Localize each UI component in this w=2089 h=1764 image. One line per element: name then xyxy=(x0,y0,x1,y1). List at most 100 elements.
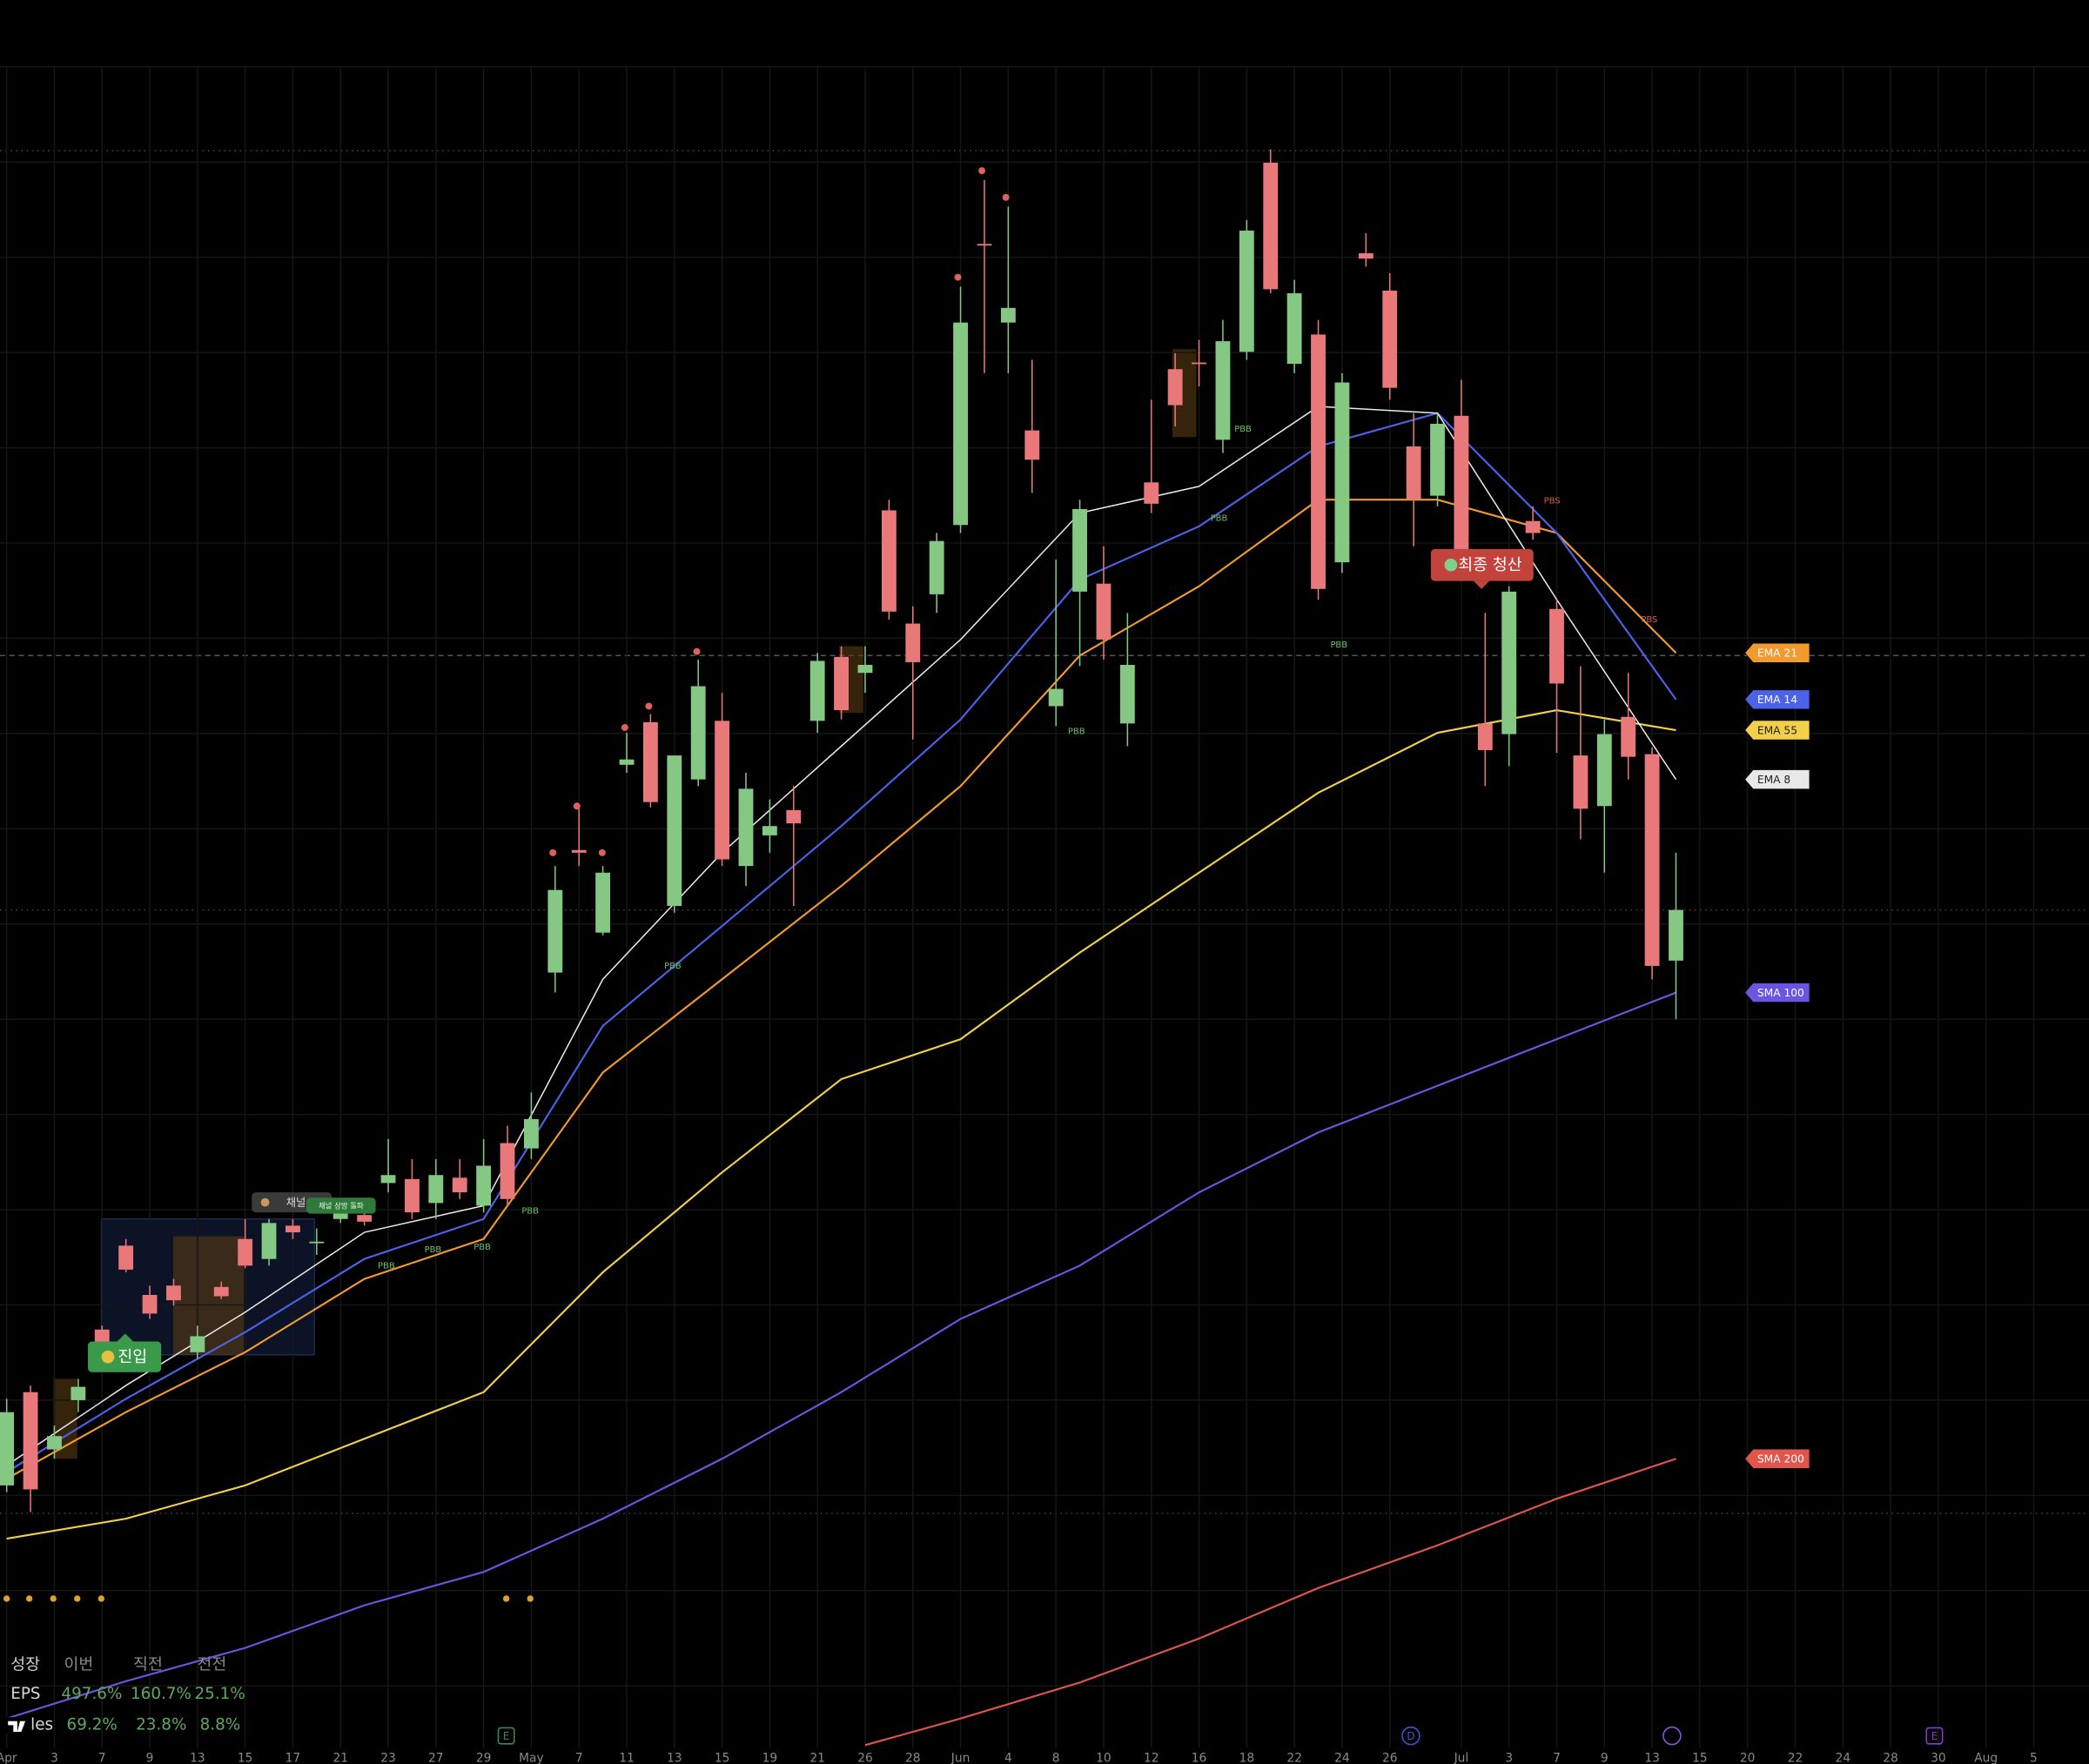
x-tick-label: 3 xyxy=(50,1752,58,1764)
candle-body xyxy=(166,1285,181,1301)
legend-label: EMA 8 xyxy=(1757,774,1790,786)
candle-body xyxy=(977,244,992,246)
annotation-text: 최종 청산 xyxy=(1458,556,1522,574)
x-tick-label: 17 xyxy=(285,1752,301,1764)
candle-body xyxy=(476,1165,492,1206)
line-tag xyxy=(1745,643,1810,662)
x-tick-label: 7 xyxy=(98,1752,106,1764)
annotation-box xyxy=(1430,548,1534,581)
candle-body xyxy=(238,1238,253,1266)
annotation-icon xyxy=(260,1197,270,1207)
candle-body xyxy=(1501,591,1517,734)
indicator-line xyxy=(6,991,1676,1720)
indicator-line xyxy=(6,412,1677,1473)
volume-dot xyxy=(26,1595,33,1602)
x-tick-label: 9 xyxy=(146,1752,154,1764)
x-tick-label: 13 xyxy=(1644,1752,1660,1764)
event-icon xyxy=(497,1727,515,1745)
event-label: D xyxy=(1407,1730,1414,1742)
volume-dot xyxy=(50,1595,57,1602)
table-cell: 69.2% xyxy=(67,1715,118,1734)
table-header: 직전 xyxy=(133,1656,163,1674)
annotation-text: PBB xyxy=(1234,425,1252,434)
candle-body xyxy=(285,1225,300,1233)
annotation-text: PBB xyxy=(1330,641,1347,650)
candle-body xyxy=(71,1386,86,1400)
decoration xyxy=(0,150,2089,1514)
legend-label: SMA 100 xyxy=(1757,987,1804,999)
candle-body xyxy=(738,788,754,867)
candle-body xyxy=(1167,369,1183,406)
x-tick-label: 15 xyxy=(1692,1752,1708,1764)
candle-body xyxy=(1477,723,1493,750)
x-tick-label: 18 xyxy=(1239,1752,1255,1764)
annotation-text: PBB xyxy=(1211,514,1228,524)
candle-body xyxy=(261,1223,277,1259)
annotation-text: PBS xyxy=(1544,497,1561,506)
signal-dot xyxy=(598,848,606,856)
event-icon xyxy=(1401,1726,1421,1746)
legend-label: EMA 55 xyxy=(1757,724,1797,736)
annotation-pointer xyxy=(1473,580,1490,589)
candle-body xyxy=(1334,382,1350,563)
x-tick-label: 21 xyxy=(332,1752,348,1764)
candle-body xyxy=(1263,162,1279,290)
candle-body xyxy=(1119,665,1135,724)
x-tick-label: 5 xyxy=(2030,1752,2038,1764)
candle-body xyxy=(786,809,802,824)
x-tick-label: 28 xyxy=(905,1752,921,1764)
candle-body xyxy=(380,1175,396,1184)
candle-body xyxy=(332,1212,348,1219)
signal-dot xyxy=(954,273,962,281)
x-tick-label: 8 xyxy=(1052,1752,1060,1764)
candle-body xyxy=(762,826,777,835)
candle-body xyxy=(1024,430,1040,460)
table-cell: 497.6% xyxy=(61,1685,122,1703)
x-tick-label: 19 xyxy=(762,1752,778,1764)
x-tick-label: Apr xyxy=(0,1752,17,1764)
line-tag xyxy=(1745,1449,1810,1468)
annotation-text: PBS xyxy=(1641,615,1657,625)
annotation-text: PBB xyxy=(664,962,682,971)
legend-label: EMA 21 xyxy=(1757,647,1797,660)
table-cell: 23.8% xyxy=(136,1715,186,1734)
candle-body xyxy=(834,656,849,711)
signal-dot xyxy=(978,167,986,175)
volume-dot xyxy=(97,1595,104,1602)
candle-body xyxy=(1286,292,1302,365)
candle-body xyxy=(428,1175,444,1204)
volume-dot xyxy=(527,1595,534,1602)
indicator-line xyxy=(6,708,1676,1540)
candle-body xyxy=(547,889,563,973)
x-tick-label: 24 xyxy=(1835,1752,1851,1764)
candle-body xyxy=(1358,253,1374,259)
candle-body xyxy=(1525,520,1541,533)
table-header: 전전 xyxy=(198,1656,227,1674)
x-tick-label: 20 xyxy=(1740,1752,1756,1764)
x-tick-label: 10 xyxy=(1096,1752,1112,1764)
candle-body xyxy=(1382,290,1398,388)
x-tick-label: 7 xyxy=(575,1752,583,1764)
x-tick-label: 13 xyxy=(667,1752,682,1764)
candle-body xyxy=(47,1436,62,1450)
candle-body xyxy=(929,540,944,594)
candle-body xyxy=(1669,909,1683,961)
candle-body xyxy=(1215,341,1231,440)
candle-body xyxy=(405,1178,420,1213)
legend-label: EMA 14 xyxy=(1757,694,1797,706)
event-icon xyxy=(1925,1727,1944,1745)
candle-body xyxy=(809,661,825,721)
x-tick-label: 21 xyxy=(809,1752,825,1764)
candle-body xyxy=(1192,362,1206,365)
annotation-text: PBB xyxy=(521,1207,539,1217)
candle-body xyxy=(881,510,897,612)
candle-body xyxy=(23,1392,38,1490)
line-tag xyxy=(1745,983,1810,1003)
line-tag xyxy=(1745,690,1810,709)
annotation-box xyxy=(306,1197,376,1214)
x-tick-label: Jun xyxy=(950,1752,971,1764)
signal-dot xyxy=(621,723,628,731)
volume-dot xyxy=(3,1595,10,1602)
x-tick-label: 26 xyxy=(857,1752,873,1764)
